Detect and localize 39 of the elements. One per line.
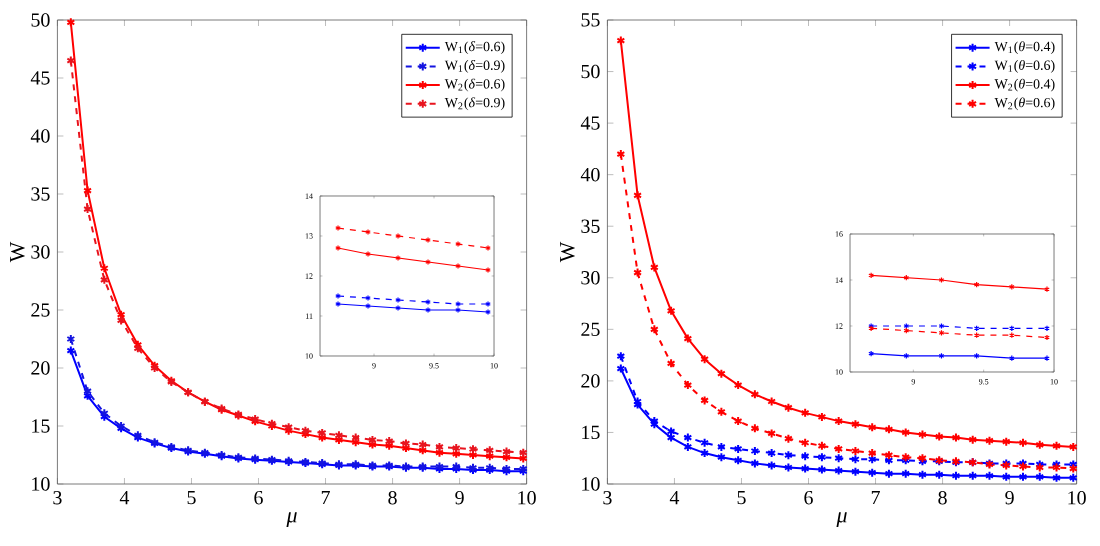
x-tick-label: 6 — [804, 491, 813, 505]
x-axis-title: μ — [286, 512, 297, 527]
x-tick-label: 8 — [938, 491, 947, 505]
x-tick-label: 9 — [455, 491, 464, 505]
x-tick-label: 4 — [119, 491, 130, 505]
y-tick-label: 35 — [581, 219, 600, 233]
y-tick-label: 35 — [31, 187, 50, 201]
y-tick-label: 10 — [582, 477, 600, 491]
y-tick-label: 45 — [580, 116, 600, 130]
x-tick-label: 5 — [737, 491, 746, 505]
y-tick-label: 30 — [31, 245, 50, 259]
y-tick-label: 40 — [30, 129, 50, 143]
y-tick-label: 45 — [30, 71, 50, 85]
x-tick-label: 6 — [254, 491, 263, 505]
x-axis-title: μ — [836, 512, 847, 527]
x-tick-label: 8 — [388, 491, 397, 505]
y-axis-title: W — [10, 241, 25, 263]
x-tick-label: 10 — [518, 491, 536, 505]
x-tick-label: 9 — [1005, 491, 1014, 505]
y-tick-label: 50 — [581, 64, 600, 79]
y-axis-title: W — [560, 241, 575, 263]
y-tick-label: 30 — [581, 271, 600, 285]
y-tick-label: 20 — [31, 361, 50, 375]
x-tick-label: 7 — [321, 491, 330, 505]
y-tick-label: 55 — [581, 13, 600, 27]
x-tick-label: 10 — [1068, 491, 1086, 505]
y-tick-label: 50 — [31, 13, 50, 27]
x-tick-label: 4 — [669, 491, 680, 505]
y-tick-label: 25 — [31, 303, 50, 317]
y-tick-label: 15 — [582, 425, 600, 440]
y-tick-label: 10 — [32, 477, 50, 491]
x-tick-label: 5 — [187, 491, 196, 505]
y-tick-label: 40 — [580, 167, 600, 182]
y-tick-label: 20 — [581, 374, 600, 388]
x-tick-label: 3 — [603, 491, 612, 505]
x-tick-label: 3 — [53, 491, 62, 505]
x-tick-label: 7 — [871, 491, 880, 505]
y-tick-label: 15 — [32, 419, 50, 433]
y-tick-label: 25 — [581, 322, 600, 337]
